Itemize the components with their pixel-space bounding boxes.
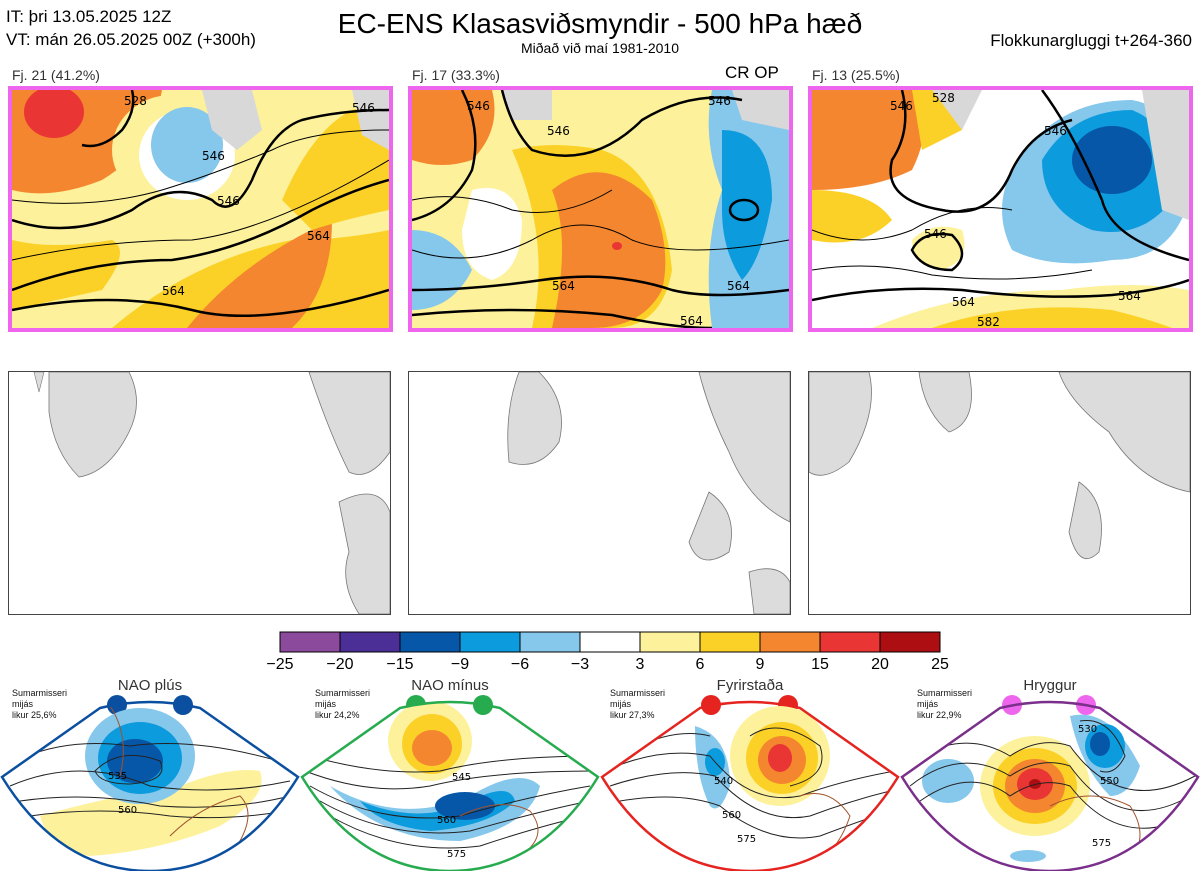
regime-title: NAO plús [117,677,183,694]
contour-label: 550 [1100,776,1119,787]
colorbar-swatch [519,631,581,653]
colorbar-swatches [279,631,941,653]
contour-label: 560 [118,805,137,816]
contour-label: 546 [467,99,490,113]
contour-label: 564 [680,314,703,328]
regime-frame [300,700,600,871]
regime-blocking: Sumarmisseri mijás likur 27,3% Fyrirstað… [600,676,900,871]
cluster-1-label: Fj. 21 (41.2%) [12,67,100,83]
contour-label: 546 [890,99,913,113]
contour-label: 546 [1044,124,1067,138]
header-info: IT: þri 13.05.2025 12Z VT: mán 26.05.202… [6,5,256,51]
colorbar-tick: 25 [931,656,949,673]
regime-title: Hryggur [1023,677,1077,694]
contour-label: 564 [307,229,330,243]
colorbar-tick: −9 [450,656,470,673]
contour-label: 564 [552,279,575,293]
colorbar-tick: −15 [386,656,414,673]
colorbar-tick: −3 [570,656,590,673]
classification-window: Flokkunargluggi t+264-360 [990,31,1192,50]
colorbar-swatch [279,631,341,653]
colorbar-tick: 3 [635,656,645,673]
contour-label: 564 [162,284,185,298]
regime-frame [0,700,300,871]
colorbar-tick: −6 [510,656,530,673]
colorbar-tick: 15 [811,656,829,673]
page-subtitle: Miðað við maí 1981-2010 [521,40,679,56]
colorbar-swatch [339,631,401,653]
contour-label: 545 [452,772,471,783]
contour-label: 575 [737,834,756,845]
regime-title: NAO mínus [411,677,489,694]
colorbar-swatch [639,631,701,653]
colorbar-tick: 20 [871,656,889,673]
colorbar-tick: 6 [695,656,705,673]
contour-label: 546 [708,94,731,108]
colorbar-swatch [459,631,521,653]
regime-nao-plus: Sumarmisseri mijás likur 25,6% NAO plús … [0,676,300,871]
contour-label: 560 [722,810,741,821]
contour-label: 582 [977,315,1000,328]
contour-label: 528 [124,94,147,108]
cluster-2-label: Fj. 17 (33.3%) [412,67,500,83]
regime-note: Sumarmisseri mijás likur 22,9% [917,688,973,720]
regime-frame [900,700,1200,871]
colorbar-swatch [819,631,881,653]
regime-note: Sumarmisseri mijás likur 25,6% [12,688,68,720]
colorbar-tick: −20 [326,656,354,673]
contour-label: 564 [1118,289,1141,303]
contour-label: 530 [1078,724,1097,735]
empty-map-2 [408,371,791,615]
regime-note: Sumarmisseri mijás likur 24,2% [315,688,371,720]
colorbar: −25 −20 −15 −9 −6 −3 3 6 9 15 20 25 [260,630,960,673]
contour-label: 575 [1092,838,1111,849]
contour-label: 546 [352,101,375,115]
cluster-2-map[interactable]: 546 546 546 564 564 564 [408,86,793,332]
initial-time: IT: þri 13.05.2025 12Z [6,7,172,26]
page-title: EC-ENS Klasasviðsmyndir - 500 hPa hæð [337,8,863,39]
colorbar-swatch [879,631,941,653]
cluster-3-label: Fj. 13 (25.5%) [812,67,900,83]
colorbar-swatch [759,631,821,653]
regime-frame [600,700,900,871]
cluster-1-map[interactable]: 528 546 546 546 564 564 [8,86,393,332]
colorbar-tick: −25 [266,656,294,673]
colorbar-swatch [399,631,461,653]
contour-label: 560 [437,815,456,826]
contour-label: 564 [952,295,975,309]
colorbar-tick: 9 [755,656,765,673]
empty-map-3 [808,371,1191,615]
contour-label: 528 [932,91,955,105]
valid-time: VT: mán 26.05.2025 00Z (+300h) [6,30,256,49]
contour-label: 546 [924,227,947,241]
regime-nao-minus: Sumarmisseri mijás likur 24,2% NAO mínus… [300,676,600,871]
control-operational-tag: CR OP [725,63,779,82]
contour-label: 575 [447,849,466,860]
contour-label: 546 [217,194,240,208]
colorbar-swatch [699,631,761,653]
cluster-3-map[interactable]: 528 546 546 546 564 564 582 [808,86,1193,332]
contour-label: 546 [202,149,225,163]
contour-label: 546 [547,124,570,138]
empty-map-1 [8,371,391,615]
contour-label: 535 [108,771,127,782]
regime-note: Sumarmisseri mijás likur 27,3% [610,688,666,720]
contour-label: 540 [714,776,733,787]
contour-label: 564 [727,279,750,293]
colorbar-swatch [579,631,641,653]
regime-title: Fyrirstaða [716,677,784,694]
regime-ridge: Sumarmisseri mijás likur 22,9% Hryggur 5… [900,676,1200,871]
